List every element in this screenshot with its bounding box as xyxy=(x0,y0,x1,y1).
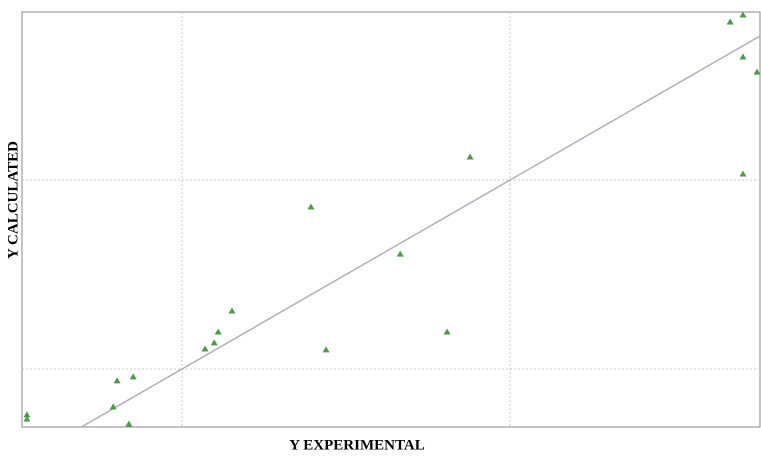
point xyxy=(739,53,747,60)
point xyxy=(23,411,31,418)
point xyxy=(125,420,133,427)
x-axis-label: Y EXPERIMENTAL xyxy=(289,437,424,453)
point xyxy=(129,373,137,380)
point xyxy=(443,328,451,335)
point xyxy=(739,11,747,18)
point xyxy=(113,377,121,384)
point xyxy=(307,203,315,210)
point xyxy=(109,403,117,410)
point xyxy=(753,68,761,75)
point xyxy=(214,328,222,335)
point xyxy=(201,345,209,352)
point xyxy=(396,250,404,257)
point xyxy=(322,346,330,353)
point xyxy=(466,153,474,160)
point xyxy=(739,170,747,177)
identity-line xyxy=(80,35,761,428)
plot-frame xyxy=(21,11,761,428)
point xyxy=(726,18,734,25)
y-axis-label: Y CALCULATED xyxy=(5,141,21,259)
point xyxy=(210,339,218,346)
point xyxy=(23,415,31,422)
point xyxy=(228,307,236,314)
